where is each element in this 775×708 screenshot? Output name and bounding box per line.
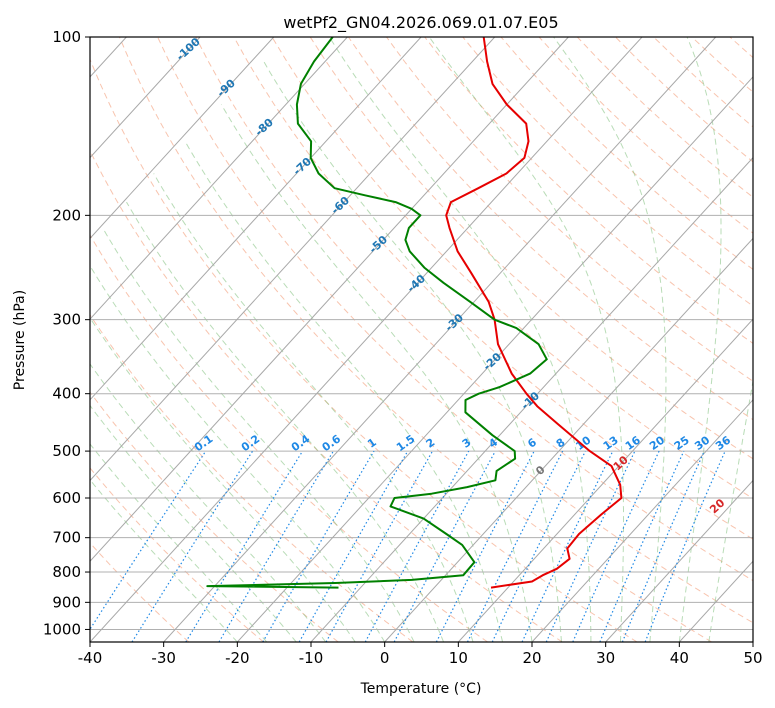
moist-adiabat <box>708 378 753 642</box>
isotherm <box>90 37 569 563</box>
isotherm <box>90 37 496 482</box>
dry-adiabat <box>90 58 638 642</box>
moist-adiabat <box>90 363 327 642</box>
isotherm <box>90 37 201 159</box>
plot-area <box>90 37 753 642</box>
x-tick-label: 10 <box>449 649 468 667</box>
temperature-line <box>445 37 623 589</box>
moist-adiabat <box>328 37 592 642</box>
moist-adiabat <box>678 37 722 642</box>
mixing-ratio-line <box>393 450 496 642</box>
moist-adiabat <box>220 104 533 642</box>
mixing-ratio-line <box>185 450 304 642</box>
dry-adiabat <box>90 234 488 642</box>
dry-adiabat <box>386 37 753 382</box>
y-tick-label: 400 <box>52 385 81 403</box>
x-tick-label: 40 <box>670 649 689 667</box>
mixing-ratio-line <box>364 450 470 642</box>
isotherm <box>384 237 753 642</box>
x-tick-label: -40 <box>78 649 103 667</box>
y-tick-label: 200 <box>52 206 81 224</box>
x-axis-title: Temperature (°C) <box>360 681 482 697</box>
dry-adiabat <box>309 37 753 460</box>
dry-adiabat <box>90 149 563 642</box>
isotherm <box>310 156 753 642</box>
chart-title: wetPf2_GN04.2026.069.01.07.E05 <box>283 13 558 33</box>
y-tick-label: 100 <box>52 28 81 46</box>
moist-adiabat <box>102 227 415 642</box>
isotherm <box>457 318 753 642</box>
mixing-ratio-line <box>466 450 564 642</box>
x-tick-label: 50 <box>743 649 762 667</box>
moist-adiabat <box>263 61 562 642</box>
mixing-ratio-line <box>644 450 726 642</box>
moist-adiabat <box>428 37 624 642</box>
x-tick-label: -10 <box>299 649 324 667</box>
y-tick-label: 600 <box>52 489 81 507</box>
x-tick-label: 20 <box>522 649 541 667</box>
x-tick-label: 0 <box>380 649 390 667</box>
isotherm <box>90 37 643 642</box>
dry-adiabat <box>271 37 753 500</box>
isotherm <box>90 37 422 401</box>
moist-adiabat <box>153 173 474 642</box>
dry-adiabat <box>347 37 753 421</box>
mixing-ratio-line <box>572 450 660 642</box>
mixing-ratio-line <box>131 450 254 642</box>
y-tick-label: 1000 <box>43 620 81 638</box>
y-axis-title: Pressure (hPa) <box>12 290 28 390</box>
isotherm <box>90 37 348 320</box>
moist-adiabat <box>126 201 445 642</box>
y-tick-label: 500 <box>52 442 81 460</box>
mixing-ratio-line <box>599 450 685 642</box>
plot-frame <box>89 36 754 643</box>
mixing-ratio-line <box>325 450 434 642</box>
dewpoint-line <box>206 37 548 589</box>
mixing-ratio-line <box>621 450 705 642</box>
x-tick-label: -20 <box>225 649 250 667</box>
y-tick-label: 900 <box>52 593 81 611</box>
moist-adiabat <box>553 37 667 642</box>
x-tick-label: 30 <box>596 649 615 667</box>
background-lines <box>90 37 753 642</box>
y-tick-label: 800 <box>52 563 81 581</box>
dry-adiabat <box>90 542 190 642</box>
dry-adiabat <box>195 37 753 582</box>
y-tick-label: 300 <box>52 311 81 329</box>
axis-ticks: -40 -30 -20 -10 0 10 20 30 40 50 100 200 300 400 500 60… <box>43 28 763 667</box>
moist-adiabat <box>90 317 356 642</box>
x-tick-label: -30 <box>151 649 176 667</box>
isotherm <box>90 37 275 240</box>
dry-adiabat <box>90 467 264 642</box>
dry-adiabat <box>157 37 753 624</box>
isotherm <box>236 76 753 642</box>
mixing-ratio-line <box>90 450 207 631</box>
moist-adiabat <box>90 479 238 642</box>
sounding-profiles <box>206 37 623 589</box>
isotherm <box>163 37 717 642</box>
y-tick-label: 700 <box>52 529 81 547</box>
isotherm <box>605 479 753 642</box>
isotherm <box>531 399 753 642</box>
moist-adiabat <box>90 264 386 642</box>
